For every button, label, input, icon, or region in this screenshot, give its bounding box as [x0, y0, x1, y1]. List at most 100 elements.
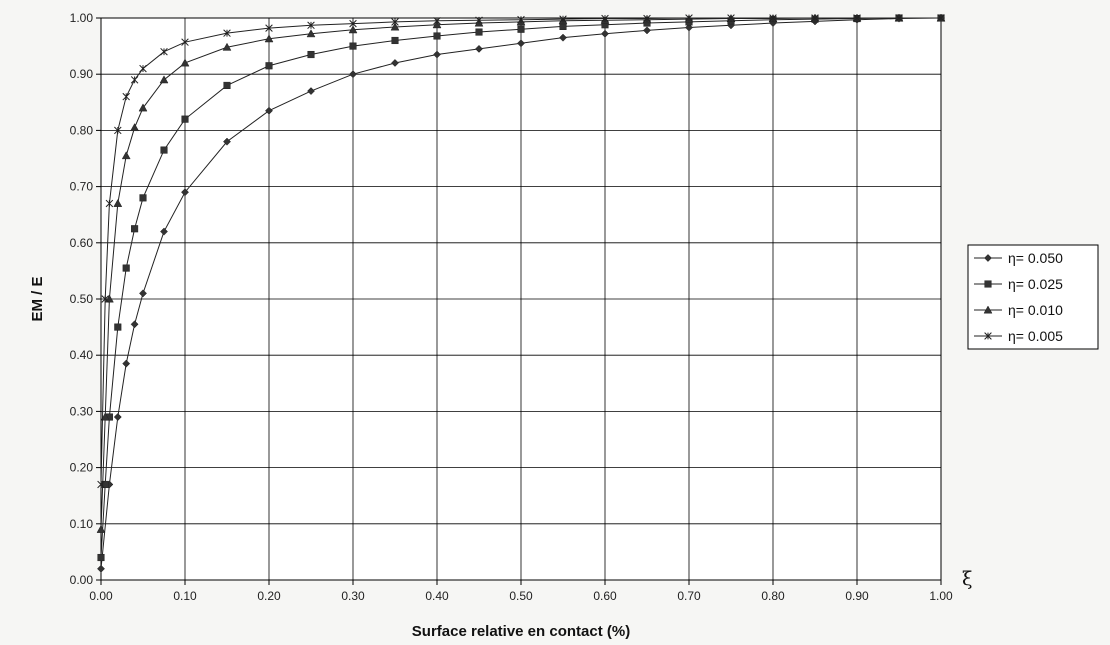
x-tick-label: 0.80 — [761, 589, 785, 603]
marker-square — [223, 81, 231, 89]
marker-triangle — [104, 294, 114, 303]
marker-square — [391, 36, 399, 45]
y-tick-label: 0.90 — [70, 67, 94, 81]
y-tick-label: 0.00 — [70, 573, 94, 587]
x-tick-label: 0.40 — [425, 589, 449, 603]
marker-diamond — [391, 59, 399, 67]
marker-triangle — [264, 34, 274, 43]
x-tick-label: 1.00 — [929, 589, 953, 603]
plot-area — [96, 13, 946, 581]
marker-square — [984, 280, 992, 288]
x-tick-label: 0.70 — [677, 589, 701, 603]
marker-star — [391, 18, 399, 26]
legend-label: η= 0.050 — [1008, 250, 1063, 266]
y-tick-label: 0.60 — [70, 236, 94, 250]
marker-diamond — [601, 29, 609, 38]
x-tick-label: 0.10 — [173, 589, 197, 603]
marker-diamond — [139, 289, 147, 298]
marker-star — [475, 16, 483, 25]
legend-label: η= 0.025 — [1008, 276, 1063, 292]
marker-star — [105, 199, 114, 208]
marker-star — [114, 126, 122, 135]
marker-triangle — [390, 22, 400, 31]
marker-square — [131, 225, 139, 233]
marker-star — [811, 14, 819, 22]
marker-star — [895, 14, 903, 22]
marker-triangle — [121, 151, 131, 160]
marker-diamond — [559, 33, 567, 42]
x-axis-label: Surface relative en contact (%) — [412, 623, 630, 640]
marker-square — [181, 115, 189, 123]
marker-triangle — [432, 20, 442, 29]
marker-star — [984, 332, 992, 340]
y-axis-ticks: 0.00 0.10 0.20 0.30 0.40 0.50 0.60 0.70 0.80 0.90… — [70, 11, 101, 587]
x-tick-label: 0.90 — [845, 589, 869, 603]
legend-item: η= 0.005 — [974, 328, 1063, 344]
marker-square — [139, 194, 147, 202]
marker-diamond — [433, 50, 441, 59]
marker-star — [685, 14, 693, 22]
marker-square — [101, 480, 109, 489]
marker-star — [727, 14, 735, 22]
y-tick-label: 0.30 — [70, 404, 94, 418]
marker-star — [559, 15, 567, 23]
marker-square — [97, 553, 105, 562]
y-axis-label: EM / E — [29, 276, 46, 321]
series-layer — [96, 13, 946, 573]
x-tick-label: 0.60 — [593, 589, 617, 603]
y-tick-label: 0.70 — [70, 180, 94, 194]
marker-star — [97, 480, 105, 489]
x-tick-label: 0.50 — [509, 589, 533, 603]
marker-triangle — [130, 123, 140, 132]
marker-diamond — [475, 44, 483, 53]
marker-triangle — [159, 75, 169, 84]
marker-star — [122, 92, 130, 101]
marker-star — [853, 14, 861, 22]
marker-star — [307, 21, 315, 30]
x-tick-label: 0.20 — [257, 589, 281, 603]
marker-star — [937, 14, 945, 22]
legend-label: η= 0.010 — [1008, 302, 1063, 318]
marker-diamond — [181, 188, 189, 197]
marker-square — [517, 25, 525, 33]
marker-triangle — [306, 29, 316, 38]
legend-item: η= 0.050 — [974, 250, 1063, 266]
x-tick-label: 0.30 — [341, 589, 365, 603]
y-tick-label: 1.00 — [70, 11, 94, 25]
marker-square — [122, 264, 130, 272]
x-symbol-label: ξ — [962, 568, 972, 590]
marker-star — [139, 64, 147, 73]
marker-diamond — [122, 359, 131, 368]
marker-star — [769, 14, 777, 22]
series-line — [100, 17, 942, 569]
marker-triangle — [138, 103, 148, 112]
marker-square — [349, 42, 357, 50]
legend-item: η= 0.025 — [974, 276, 1063, 292]
marker-diamond — [685, 23, 693, 32]
x-tick-label: 0.00 — [89, 589, 113, 603]
marker-square — [475, 28, 483, 36]
legend-item: η= 0.010 — [974, 302, 1063, 318]
legend-label: η= 0.005 — [1008, 328, 1063, 344]
y-tick-label: 0.40 — [70, 348, 94, 362]
marker-star — [433, 17, 441, 25]
marker-diamond — [643, 26, 651, 35]
marker-triangle — [348, 25, 358, 34]
marker-star — [181, 38, 189, 46]
marker-diamond — [97, 564, 105, 573]
marker-square — [307, 50, 315, 59]
series-4 — [97, 14, 945, 489]
marker-star — [517, 15, 525, 24]
marker-diamond — [517, 39, 525, 48]
marker-square — [433, 32, 441, 40]
marker-diamond — [349, 70, 357, 79]
marker-triangle — [983, 305, 993, 314]
marker-diamond — [160, 227, 168, 236]
marker-diamond — [984, 254, 992, 262]
y-tick-label: 0.50 — [70, 292, 94, 306]
marker-square — [265, 62, 273, 70]
marker-star — [160, 47, 168, 56]
marker-star — [130, 76, 139, 84]
marker-square — [160, 146, 168, 154]
